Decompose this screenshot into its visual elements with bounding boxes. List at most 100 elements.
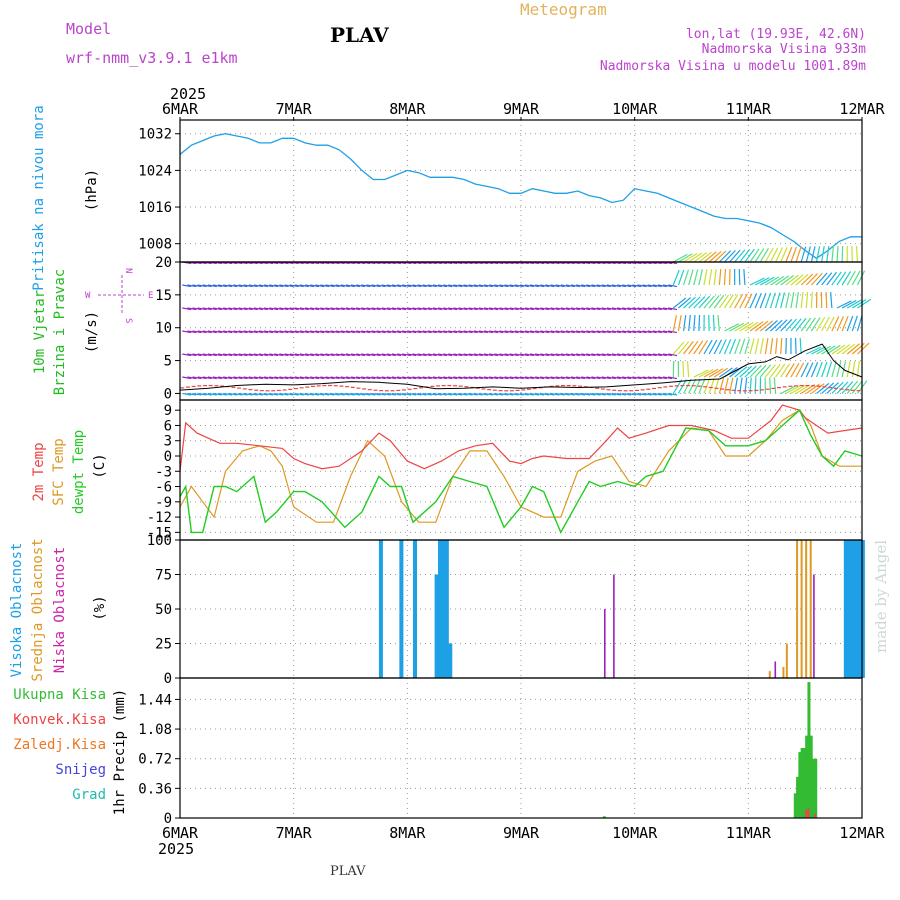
wind-barb [478,353,488,357]
wind-barb [402,376,412,380]
wind-barb [330,376,340,380]
wind-barb [294,353,304,357]
wind-barb [565,330,575,334]
wind-barb [836,361,842,378]
wind-barb [207,330,217,334]
wind-barb [857,298,872,309]
wind-barb [821,272,833,286]
cloud-low-label: Niska Oblacnost [52,547,68,673]
wind-barb [391,330,401,334]
cloud-bar [774,661,777,678]
precip-bar [602,816,606,818]
wind-barb [197,330,207,334]
wind-barb [856,361,860,378]
wind-barb [284,392,294,396]
wind-barb [846,270,856,286]
wind-barb [407,376,417,380]
wind-barb [606,307,616,311]
wind-barb [202,307,212,311]
wind-barb [264,307,274,311]
wind-barb [785,337,787,355]
wind-barb [371,284,381,288]
wind-barb [269,376,279,380]
wind-barb [785,292,790,309]
wind-barb [207,284,217,288]
cloud-bar [800,540,803,678]
wind-barb [673,253,688,263]
wind-barb [437,307,447,311]
wind-barb [504,376,514,380]
wind-barb [223,353,233,357]
wind-barb [499,392,509,396]
wind-barb [391,284,401,288]
wind-barb [668,284,678,288]
wind-barb [744,338,750,355]
wind-barb [846,361,851,378]
wind-barb [576,284,586,288]
wind-barb [693,314,696,332]
wind-barb [315,376,325,380]
wind-barb [345,392,355,396]
wind-barb [724,249,736,263]
wind-barb [535,353,545,357]
wind-barb [248,330,258,334]
wind-barb [376,353,386,357]
wind-barb [514,307,524,311]
wind-barb [432,284,442,288]
wind-barb [770,363,781,378]
wind-barb [192,330,202,334]
wind-barb [432,353,442,357]
wind-barb [202,284,212,288]
wind-barb [417,376,427,380]
wind-barb [483,353,494,357]
wind-barb [361,392,371,396]
wind-barb [269,284,279,288]
wind-barb [494,284,504,288]
wind-barb [258,284,268,288]
wind-barb [770,275,785,286]
wind-barb [376,284,386,288]
precip-bar [814,813,817,818]
wind-barb [468,376,478,380]
wind-barb [217,353,228,357]
wind-barb [473,330,483,334]
wind-barb [412,330,422,334]
wind-barb [529,330,540,334]
time-label-bottom: 8MAR [389,824,426,842]
wind-barb [560,307,570,311]
wind-barb [315,392,325,396]
wind-barb [698,340,708,355]
wind-barb [749,248,760,263]
wind-barb [345,330,355,334]
wind-barb [642,307,652,311]
wind-barb [514,392,524,396]
wind-barb [846,380,859,394]
wind-barb [187,284,197,288]
wind-barb [443,284,453,288]
wind-barb [243,330,253,334]
wind-barb [182,392,192,396]
y-tick-label: 75 [155,568,172,584]
wind-barb [683,378,692,394]
wind-barb [647,284,657,288]
wind-barb [739,249,751,263]
wind-barb [759,320,774,332]
wind-barb [550,376,560,380]
wind-barb [581,330,591,334]
wind-barb [437,284,447,288]
wind-barb [524,284,534,288]
wind-barb [264,376,274,380]
wind-barb [637,353,647,357]
wind-barb [253,392,263,396]
compass-south: S [123,318,133,323]
wind-barb [514,330,524,334]
wind-barb [851,361,856,378]
precip-bar [807,682,811,818]
wind-barb [591,284,601,288]
wind-barb [780,363,791,378]
wind-barb [550,353,560,357]
wind-barb [693,378,701,394]
wind-barb [668,376,678,380]
wind-barb [852,299,867,309]
wind-barb [463,376,473,380]
